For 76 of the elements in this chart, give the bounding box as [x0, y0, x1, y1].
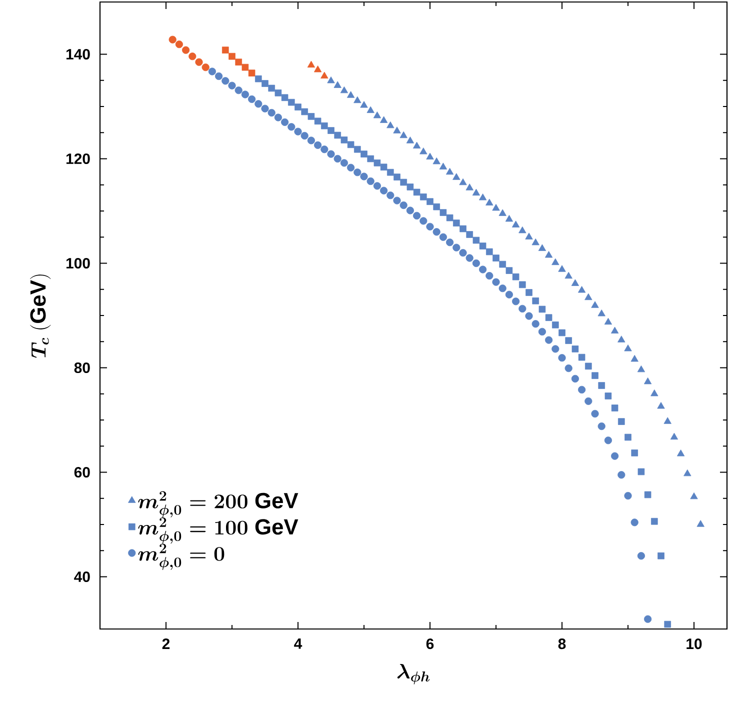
- y-tick-label: 140: [66, 48, 90, 60]
- point: [637, 365, 646, 372]
- point: [664, 417, 672, 424]
- point: [670, 432, 678, 440]
- point: [432, 157, 440, 164]
- point: [591, 301, 599, 308]
- point: [644, 377, 652, 384]
- point: [400, 131, 408, 138]
- x-tick-label: 8: [558, 638, 566, 650]
- y-tick-label: 120: [66, 153, 90, 164]
- point: [478, 194, 487, 200]
- point: [558, 265, 566, 272]
- point: [650, 389, 658, 396]
- point: [544, 251, 553, 258]
- x-tick-label: 6: [426, 638, 434, 650]
- point: [334, 81, 342, 88]
- point: [657, 402, 665, 409]
- point: [472, 188, 480, 196]
- legend-label: $\boldsymbol{m^{2}_{\phi,0}=0}$: [138, 544, 224, 570]
- point: [360, 101, 368, 108]
- point: [564, 272, 572, 279]
- point: [525, 232, 533, 240]
- legend-label: $\boldsymbol{m^{2}_{\phi,0}=100}\ \mathbf{GeV}$: [138, 517, 298, 544]
- y-tick-label: 80: [74, 362, 90, 374]
- point: [354, 96, 362, 104]
- point: [512, 220, 520, 228]
- point: [486, 198, 494, 206]
- y-tick-label: 40: [74, 571, 90, 582]
- point: [439, 162, 448, 170]
- point: [452, 173, 460, 180]
- point: [314, 66, 322, 72]
- point: [690, 492, 698, 500]
- point: [426, 152, 434, 160]
- point: [518, 226, 526, 234]
- y-axis-title: $\boldsymbol{T_c}\ \mathbf{(GeV)}$: [30, 274, 51, 358]
- point: [624, 344, 632, 352]
- point: [538, 244, 546, 251]
- point: [459, 178, 467, 186]
- x-tick-label: 2: [162, 638, 170, 649]
- point: [532, 238, 540, 246]
- point: [340, 86, 348, 94]
- point: [346, 91, 355, 98]
- point: [630, 354, 638, 362]
- point: [386, 121, 394, 128]
- point: [584, 293, 592, 300]
- point: [552, 258, 560, 266]
- point: [406, 136, 414, 144]
- point: [380, 116, 388, 123]
- point: [393, 126, 401, 134]
- point: [373, 112, 382, 118]
- legend-label: $\boldsymbol{m^{2}_{\phi,0}=200}\ \mathbf{GeV}$: [138, 491, 298, 518]
- point: [598, 310, 606, 316]
- point: [610, 326, 619, 334]
- point: [696, 520, 704, 527]
- y-tick-label: 60: [74, 466, 90, 478]
- point: [366, 106, 374, 113]
- point: [505, 214, 514, 222]
- point: [466, 184, 474, 190]
- point: [307, 60, 316, 68]
- point: [571, 279, 580, 286]
- point: [420, 148, 428, 154]
- point: [604, 318, 612, 325]
- point: [498, 209, 506, 216]
- point: [492, 204, 500, 211]
- x-tick-label: 4: [294, 638, 302, 649]
- point: [618, 336, 626, 342]
- y-tick-label: 100: [66, 258, 90, 269]
- point: [320, 72, 328, 78]
- x-axis-title: $\boldsymbol{\lambda_{\phi h}}$: [397, 664, 430, 684]
- x-tick-label: 10: [686, 638, 702, 650]
- point: [684, 469, 692, 476]
- point: [676, 450, 685, 456]
- point: [412, 142, 421, 149]
- point: [327, 76, 335, 84]
- point: [446, 168, 454, 175]
- point: [578, 286, 586, 293]
